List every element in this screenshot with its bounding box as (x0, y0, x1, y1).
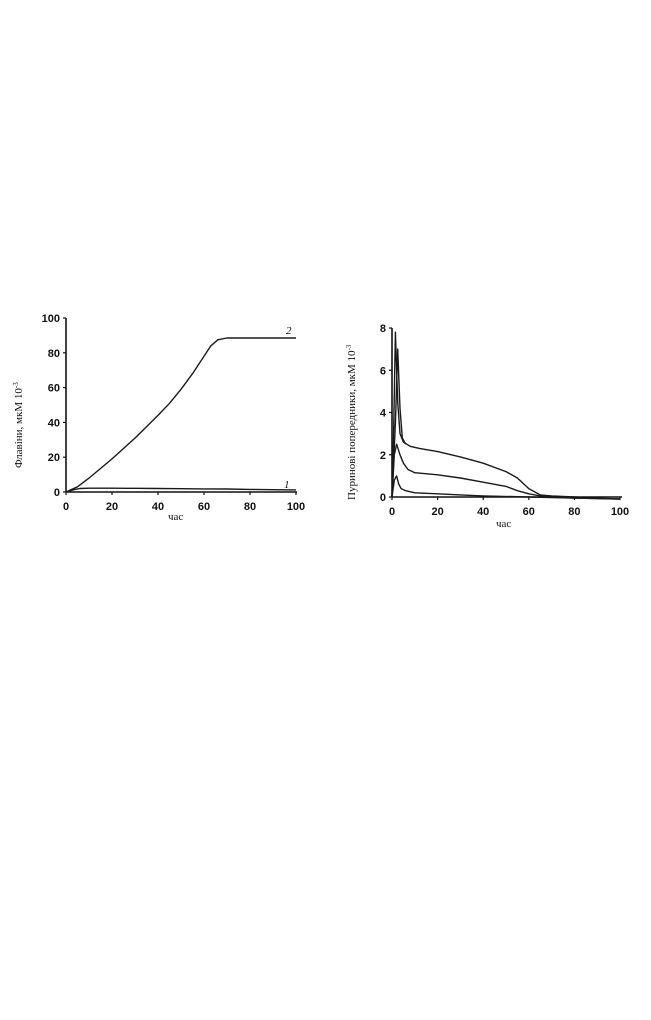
y-tick-label: 2 (380, 450, 386, 462)
tick-labels: 0 20 40 60 80 100 0 2 4 6 8 (380, 323, 629, 518)
series-line-1 (65, 487, 297, 493)
purine-precursors-chart: 0 20 40 60 80 100 0 2 4 6 8 час Пуринові попередни… (345, 323, 629, 530)
series-label-1: 1 (284, 479, 290, 491)
series-line-1 (391, 331, 621, 500)
x-tick-label: 100 (611, 506, 629, 518)
y-axis-label-text: Пуринові попередники, мкМ 10 (346, 350, 358, 500)
x-tick-label: 80 (244, 501, 256, 513)
y-tick-label: 100 (42, 313, 60, 325)
y-tick-label: 0 (380, 492, 386, 504)
series-line-3 (391, 475, 621, 500)
x-tick-label: 20 (431, 506, 443, 518)
series-group: 12 (65, 325, 297, 493)
series-label-2: 2 (286, 325, 292, 337)
tick-marks (63, 317, 297, 495)
y-tick-label: 60 (48, 383, 60, 395)
y-axis-label-text: Флавіни, мкМ 10 (13, 388, 25, 468)
x-tick-label: 60 (198, 501, 210, 513)
y-tick-label: 8 (380, 323, 386, 335)
x-axis-label: час (496, 518, 511, 530)
y-axis-label-exponent: -3 (12, 382, 20, 388)
y-tick-label: 4 (380, 408, 387, 420)
y-tick-label: 80 (48, 348, 60, 360)
series-group (391, 331, 621, 500)
y-axis-label-exponent: -3 (345, 344, 353, 350)
series-line-2 (65, 337, 296, 493)
series-line-4 (391, 348, 407, 498)
y-tick-label: 6 (380, 365, 386, 377)
x-tick-label: 20 (106, 501, 118, 513)
x-tick-label: 100 (287, 501, 305, 513)
y-tick-label: 40 (48, 417, 60, 429)
series-line-2 (391, 443, 621, 500)
x-tick-label: 60 (523, 506, 535, 518)
x-tick-label: 40 (477, 506, 489, 518)
x-axis-label: час (168, 511, 183, 523)
x-tick-label: 0 (63, 501, 69, 513)
y-axis-label: Пуринові попередники, мкМ 10-3 (345, 344, 358, 500)
x-tick-label: 40 (152, 501, 164, 513)
x-tick-label: 80 (568, 506, 580, 518)
tick-labels: 0 20 40 60 80 100 0 20 40 60 80 100 (42, 313, 306, 513)
y-axis-label: Флавіни, мкМ 10-3 (12, 382, 25, 468)
y-tick-label: 0 (54, 487, 60, 499)
y-tick-label: 20 (48, 452, 60, 464)
x-tick-label: 0 (389, 506, 395, 518)
